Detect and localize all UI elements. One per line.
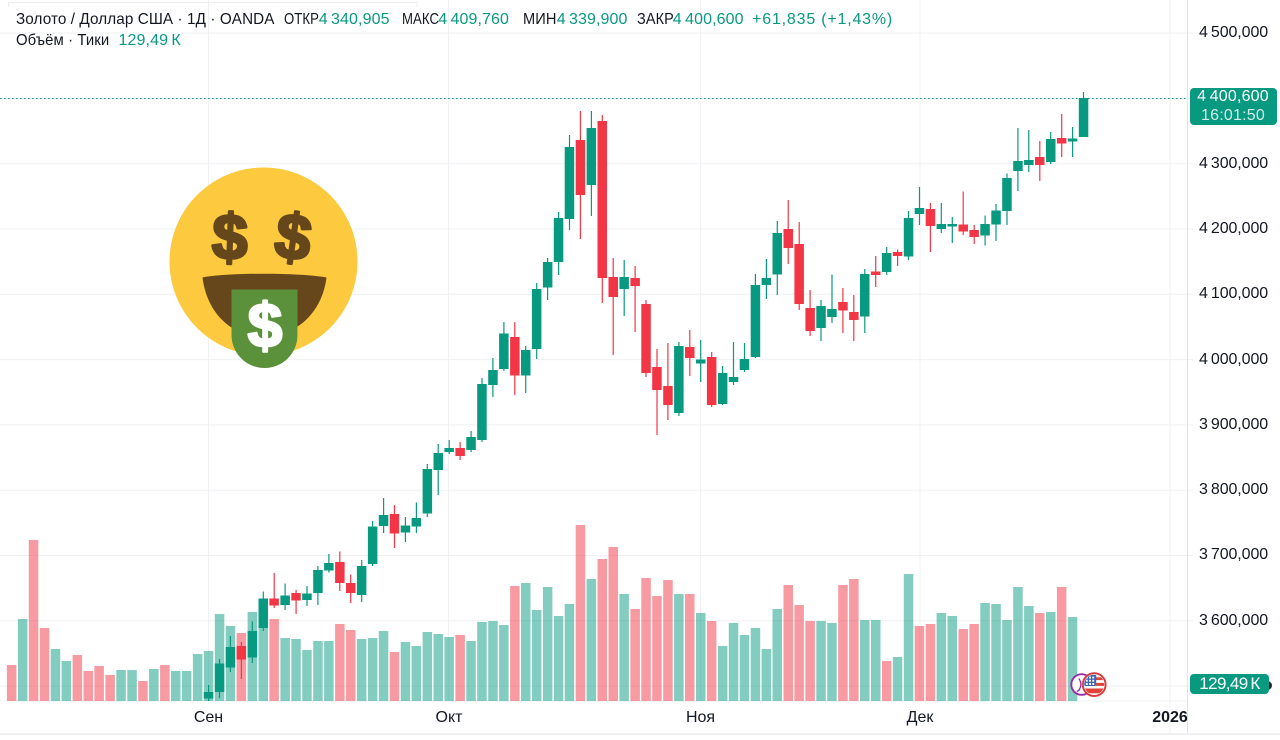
svg-text:$: $ [211, 200, 249, 273]
svg-text:$: $ [248, 292, 282, 361]
